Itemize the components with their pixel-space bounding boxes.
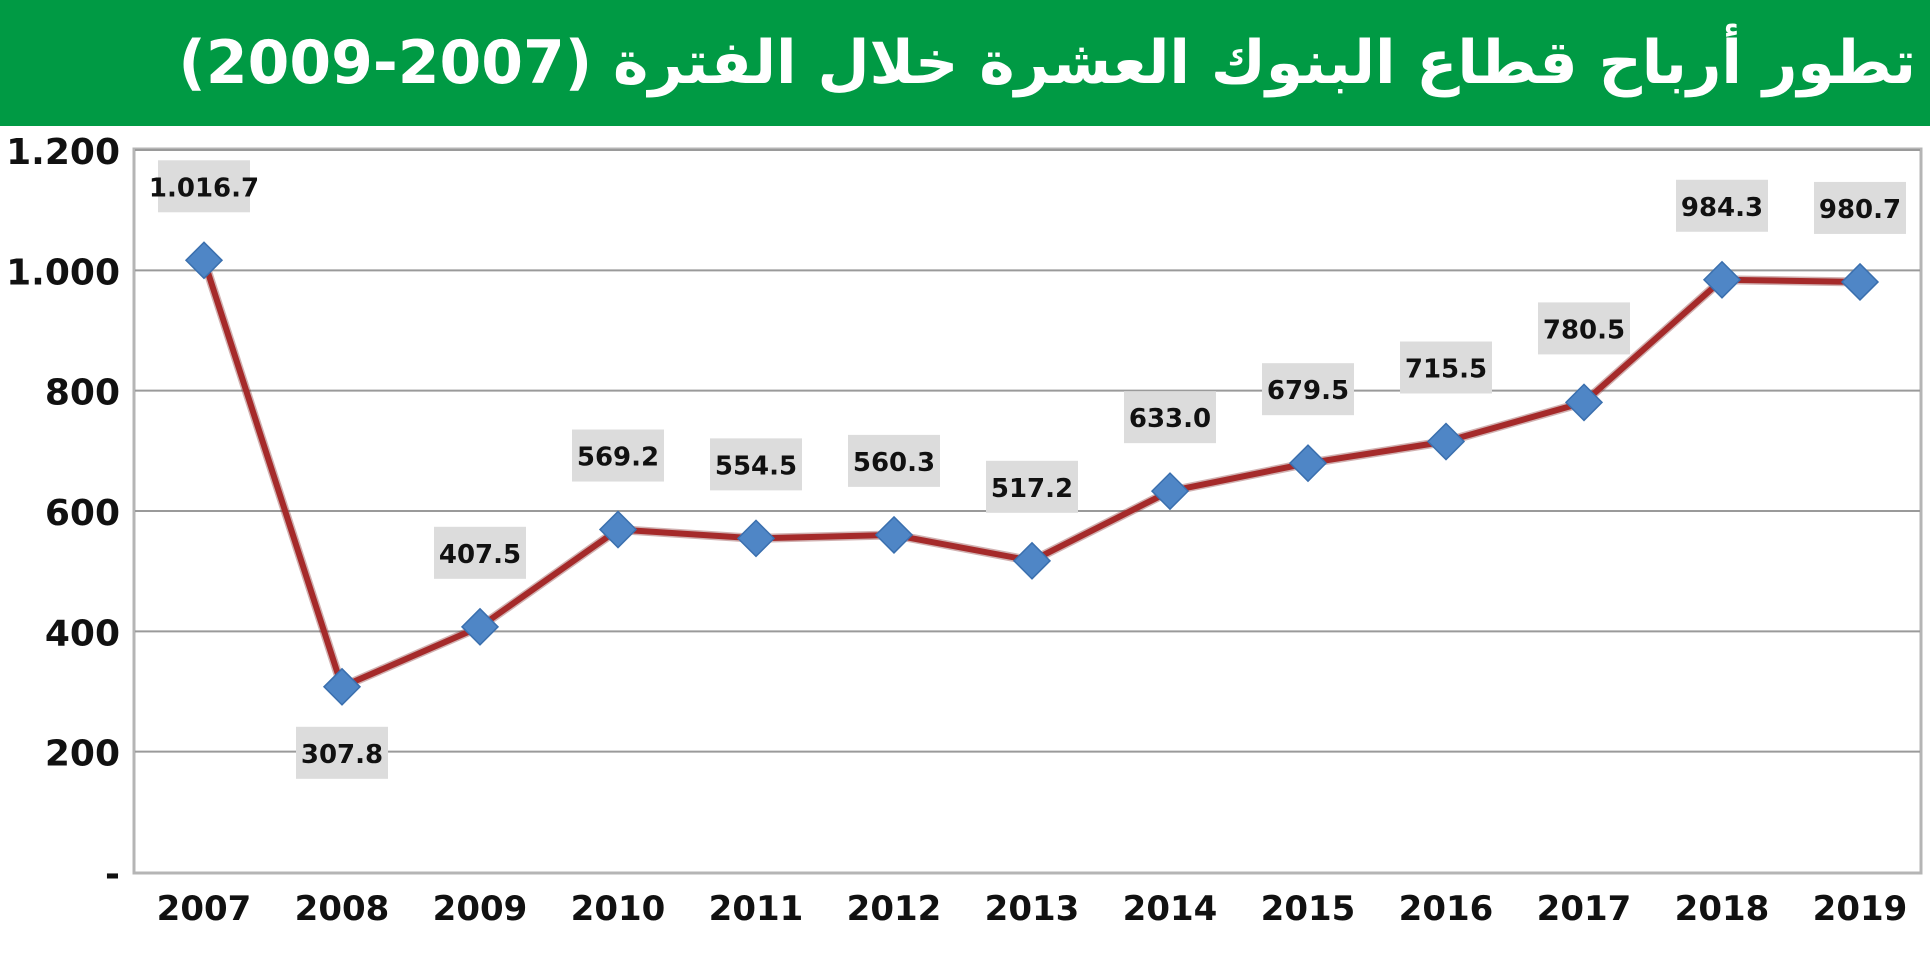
data-label: 780.5 (1543, 315, 1625, 345)
x-tick-label: 2013 (985, 889, 1080, 929)
data-label: 307.8 (301, 740, 383, 770)
x-tick-label: 2010 (571, 889, 666, 929)
x-tick-label: 2018 (1675, 889, 1770, 929)
data-label-box (296, 726, 388, 779)
y-tick-label: 600 (45, 493, 120, 534)
title-bar: تطور أرباح قطاع البنوك العشرة خلال الفتر… (0, 0, 1930, 126)
data-label-box (1262, 363, 1354, 416)
y-tick-label: 400 (45, 613, 120, 654)
x-tick-label: 2015 (1261, 889, 1356, 929)
data-point-marker (1150, 472, 1190, 511)
data-label-box (434, 526, 526, 579)
x-tick-label: 2012 (847, 889, 942, 929)
data-label-box (572, 429, 664, 482)
x-tick-label: 2017 (1537, 889, 1632, 929)
data-label: 984.3 (1681, 193, 1763, 223)
x-tick-label: 2008 (295, 889, 390, 929)
x-tick-label: 2016 (1399, 889, 1494, 929)
data-label: 980.7 (1819, 195, 1901, 225)
y-tick-label: 1.200 (6, 132, 120, 173)
data-point-marker (322, 667, 362, 706)
data-point-marker (598, 510, 638, 549)
x-tick-label: 2014 (1123, 889, 1218, 929)
data-label-box (848, 434, 940, 487)
x-tick-label: 2007 (157, 889, 252, 929)
chart-title: تطور أرباح قطاع البنوك العشرة خلال الفتر… (178, 28, 1916, 98)
data-label: 407.5 (439, 540, 521, 570)
y-tick-label: 200 (45, 734, 120, 775)
data-label: 560.3 (853, 448, 935, 478)
y-tick-label: - (105, 854, 120, 895)
data-label-box (1400, 341, 1492, 394)
data-point-marker (1702, 260, 1742, 299)
data-point-marker (1012, 541, 1052, 580)
data-label-box (710, 438, 802, 491)
data-label: 1.016.7 (149, 173, 259, 203)
y-tick-label: 1.000 (6, 252, 120, 293)
data-point-marker (1426, 422, 1466, 461)
data-point-marker (1840, 262, 1880, 302)
data-point-marker (184, 241, 224, 280)
data-label: 569.2 (577, 443, 659, 473)
data-label-box (1124, 391, 1216, 444)
x-tick-label: 2009 (433, 889, 528, 929)
data-label-box (158, 160, 250, 213)
x-tick-label: 2019 (1813, 889, 1908, 929)
data-point-marker (736, 519, 776, 558)
x-tick-label: 2011 (709, 889, 804, 929)
data-point-marker (874, 515, 914, 554)
data-label-box (1814, 181, 1906, 234)
data-label: 633.0 (1129, 404, 1211, 434)
data-label: 517.2 (991, 474, 1073, 504)
data-label-box (1676, 179, 1768, 232)
data-label: 554.5 (715, 451, 797, 481)
y-tick-label: 800 (45, 373, 120, 414)
data-label-box (1538, 302, 1630, 355)
data-label: 679.5 (1267, 376, 1349, 406)
data-point-marker (1564, 383, 1604, 422)
data-label: 715.5 (1405, 355, 1487, 385)
data-point-marker (1288, 444, 1328, 483)
data-label-box (986, 460, 1078, 513)
data-point-marker (460, 607, 500, 646)
